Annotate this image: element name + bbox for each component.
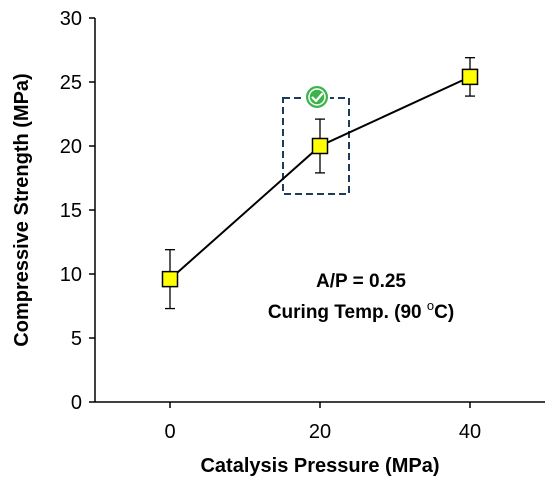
x-tick-label: 40: [459, 421, 481, 443]
annotation-line2-suffix: C): [434, 302, 454, 323]
y-tick-label: 20: [60, 136, 82, 158]
y-tick-label: 25: [60, 72, 82, 94]
annotation-line2-sup: o: [427, 298, 434, 313]
x-tick-label: 20: [309, 421, 331, 443]
x-tick-label: 0: [164, 421, 175, 443]
y-tick-label: 15: [60, 200, 82, 222]
y-axis-title: Compressive Strength (MPa): [11, 73, 33, 346]
series-layer: [161, 57, 479, 310]
annotation-line1: A/P = 0.25: [316, 271, 406, 292]
y-tick-label: 30: [60, 8, 82, 30]
annotation-line2-prefix: Curing Temp. (90: [268, 302, 427, 323]
y-tick-label: 10: [60, 264, 82, 286]
check-circle-icon: [304, 84, 330, 110]
x-ticks: 0 20 40: [164, 402, 481, 443]
data-point: [461, 68, 479, 86]
data-point: [311, 137, 329, 155]
x-axis-title: Catalysis Pressure (MPa): [200, 455, 439, 477]
y-tick-label: 0: [71, 392, 82, 414]
y-tick-label: 5: [71, 328, 82, 350]
y-ticks: 0 5 10 15 20 25 30: [60, 8, 95, 414]
data-point: [161, 270, 179, 288]
annotation-line2: Curing Temp. (90 oC): [268, 298, 454, 323]
